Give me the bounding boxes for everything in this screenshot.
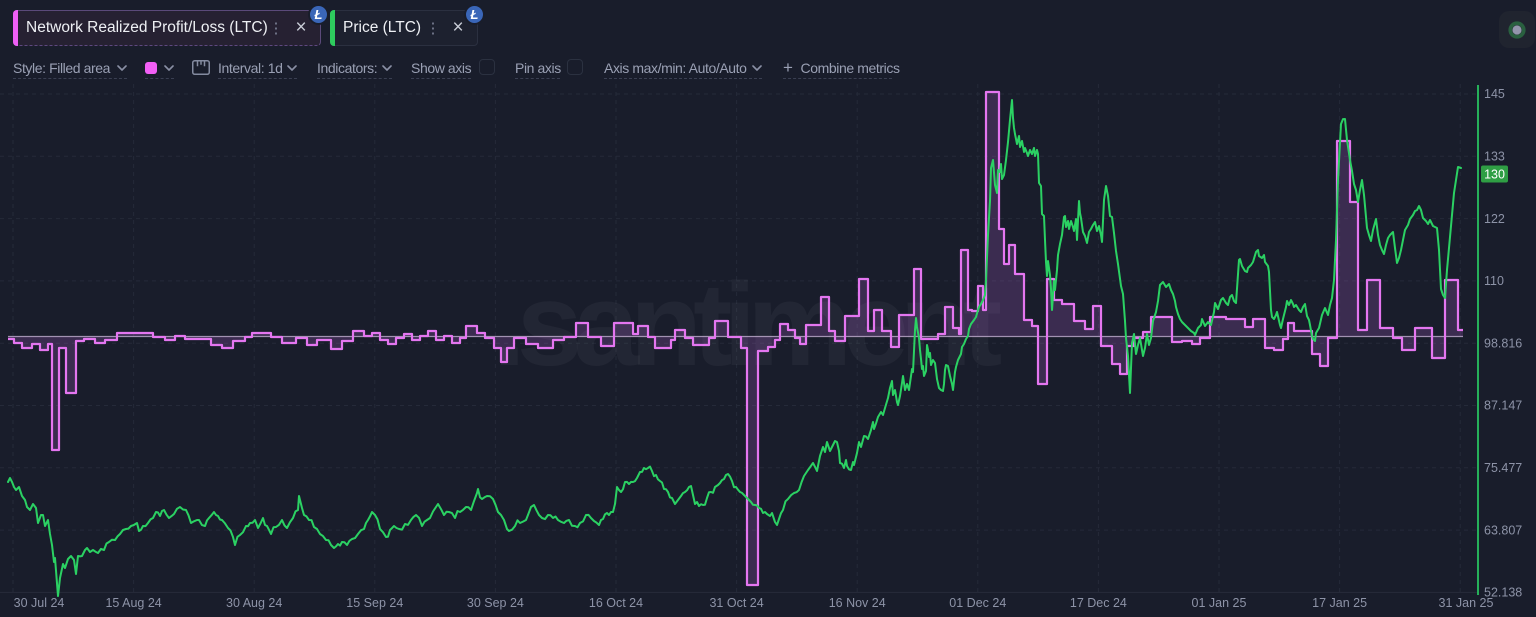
svg-text:31 Jan 25: 31 Jan 25 <box>1439 596 1494 610</box>
svg-text:31 Oct 24: 31 Oct 24 <box>709 596 763 610</box>
svg-text:30 Aug 24: 30 Aug 24 <box>226 596 282 610</box>
svg-text:15 Aug 24: 15 Aug 24 <box>105 596 161 610</box>
svg-text:17 Jan 25: 17 Jan 25 <box>1312 596 1367 610</box>
svg-text:01 Dec 24: 01 Dec 24 <box>949 596 1006 610</box>
svg-text:52.138: 52.138 <box>1484 586 1522 600</box>
svg-text:16 Nov 24: 16 Nov 24 <box>829 596 886 610</box>
svg-text:145: 145 <box>1484 87 1505 101</box>
svg-text:01 Jan 25: 01 Jan 25 <box>1192 596 1247 610</box>
svg-text:16 Oct 24: 16 Oct 24 <box>589 596 643 610</box>
svg-text:130: 130 <box>1484 168 1505 182</box>
svg-text:30 Jul 24: 30 Jul 24 <box>14 596 65 610</box>
svg-text:15 Sep 24: 15 Sep 24 <box>346 596 403 610</box>
svg-text:133: 133 <box>1484 150 1505 164</box>
svg-text:87.147: 87.147 <box>1484 399 1522 413</box>
svg-text:30 Sep 24: 30 Sep 24 <box>467 596 524 610</box>
svg-text:98.816: 98.816 <box>1484 336 1522 350</box>
svg-text:110: 110 <box>1484 274 1504 288</box>
svg-text:63.807: 63.807 <box>1484 523 1522 537</box>
svg-text:122: 122 <box>1484 212 1505 226</box>
svg-text:17 Dec 24: 17 Dec 24 <box>1070 596 1127 610</box>
svg-text:75.477: 75.477 <box>1484 461 1522 475</box>
